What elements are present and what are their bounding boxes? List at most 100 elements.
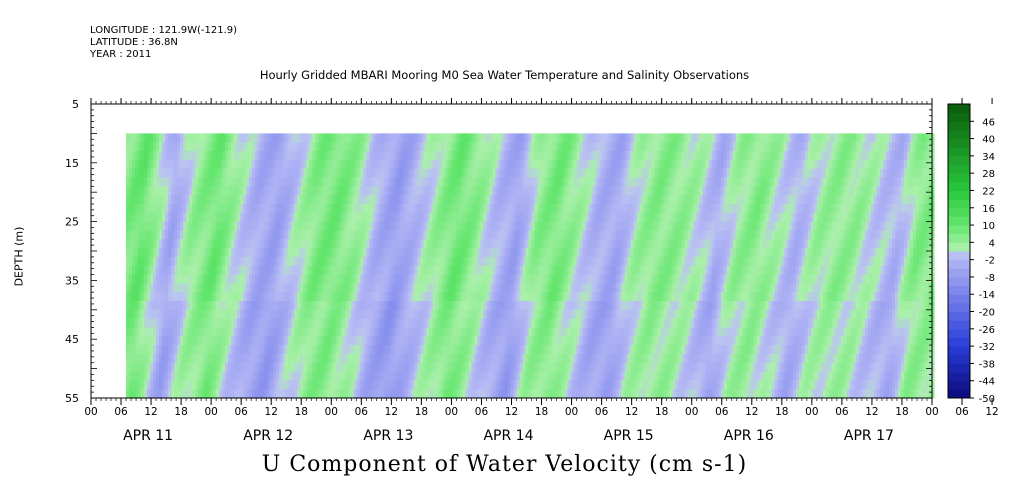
heatmap-cell xyxy=(558,371,563,381)
heatmap-cell xyxy=(267,300,271,311)
heatmap-cell xyxy=(357,274,361,284)
heatmap-cell xyxy=(549,142,554,152)
heatmap-cell xyxy=(579,371,584,381)
heatmap-cell xyxy=(195,371,199,381)
heatmap-cell xyxy=(579,265,584,276)
heatmap-cell xyxy=(351,212,355,223)
heatmap-cell xyxy=(252,177,256,187)
heatmap-cell xyxy=(474,168,479,179)
heatmap-cell xyxy=(261,212,265,223)
heatmap-cell xyxy=(450,309,455,320)
heatmap-cell xyxy=(285,212,289,223)
heatmap-cell xyxy=(534,353,539,364)
heatmap-cell xyxy=(318,318,322,329)
heatmap-cell xyxy=(321,168,325,179)
heatmap-cell xyxy=(315,336,319,346)
heatmap-cell xyxy=(576,327,581,337)
heatmap-cell xyxy=(228,300,232,311)
heatmap-cell xyxy=(531,133,536,143)
heatmap-cell xyxy=(390,309,394,320)
heatmap-cell xyxy=(429,177,433,187)
heatmap-cell xyxy=(261,221,265,232)
heatmap-cell xyxy=(162,327,166,337)
heatmap-cell xyxy=(333,336,337,346)
heatmap-cell xyxy=(153,380,157,390)
heatmap-cell xyxy=(531,389,536,399)
heatmap-cell xyxy=(423,256,427,267)
heatmap-cell xyxy=(303,353,307,364)
heatmap-cell xyxy=(186,186,190,196)
heatmap-cell xyxy=(483,142,488,152)
heatmap-cell xyxy=(303,292,307,302)
heatmap-cell xyxy=(324,274,328,284)
heatmap-cell xyxy=(348,380,352,390)
heatmap-cell xyxy=(612,248,617,258)
heatmap-cell xyxy=(249,186,253,196)
heatmap-cell xyxy=(474,371,479,381)
heatmap-cell xyxy=(213,186,217,196)
heatmap-cell xyxy=(162,292,166,302)
heatmap-cell xyxy=(594,212,599,223)
heatmap-cell xyxy=(582,133,587,143)
heatmap-cell xyxy=(363,239,367,249)
heatmap-cell xyxy=(348,142,352,152)
heatmap-cell xyxy=(273,186,277,196)
heatmap-cell xyxy=(225,203,229,214)
heatmap-cell xyxy=(621,265,626,276)
heatmap-cell xyxy=(252,353,256,364)
heatmap-cell xyxy=(375,239,379,249)
heatmap-cell xyxy=(477,345,482,355)
heatmap-cell xyxy=(495,353,500,364)
heatmap-cell xyxy=(213,203,217,214)
heatmap-cell xyxy=(399,362,403,373)
heatmap-cell xyxy=(543,309,548,320)
heatmap-cell xyxy=(219,221,223,232)
heatmap-cell xyxy=(486,300,491,311)
heatmap-cell xyxy=(525,318,530,329)
heatmap-cell xyxy=(360,256,364,267)
heatmap-cell xyxy=(504,177,509,187)
heatmap-cell xyxy=(129,362,133,373)
heatmap-cell xyxy=(246,327,250,337)
heatmap-cell xyxy=(381,159,385,170)
heatmap-cell xyxy=(183,151,187,161)
heatmap-cell xyxy=(543,327,548,337)
heatmap-cell xyxy=(354,177,358,187)
heatmap-cell xyxy=(516,292,521,302)
heatmap-cell xyxy=(273,265,277,276)
heatmap-cell xyxy=(177,327,181,337)
heatmap-cell xyxy=(180,142,184,152)
heatmap-cell xyxy=(591,327,596,337)
heatmap-cell xyxy=(624,221,629,232)
heatmap-cell xyxy=(147,345,151,355)
heatmap-cell xyxy=(477,274,482,284)
heatmap-cell xyxy=(375,309,379,320)
heatmap-cell xyxy=(129,274,133,284)
heatmap-cell xyxy=(552,380,557,390)
heatmap-cell xyxy=(552,203,557,214)
heatmap-cell xyxy=(402,345,406,355)
heatmap-cell xyxy=(522,336,527,346)
heatmap-cell xyxy=(549,203,554,214)
heatmap-cell xyxy=(261,292,265,302)
heatmap-cell xyxy=(399,142,403,152)
heatmap-cell xyxy=(516,195,521,205)
heatmap-cell xyxy=(225,274,229,284)
heatmap-cell xyxy=(552,389,557,399)
heatmap-cell xyxy=(429,362,433,373)
heatmap-cell xyxy=(327,336,331,346)
heatmap-cell xyxy=(513,248,518,258)
heatmap-cell xyxy=(447,371,452,381)
heatmap-cell xyxy=(303,300,307,311)
heatmap-cell xyxy=(330,345,334,355)
heatmap-cell xyxy=(417,309,421,320)
heatmap-cell xyxy=(375,186,379,196)
heatmap-cell xyxy=(150,371,154,381)
heatmap-cell xyxy=(402,230,406,240)
heatmap-cell xyxy=(330,389,334,399)
heatmap-cell xyxy=(183,133,187,143)
heatmap-cell xyxy=(162,212,166,223)
heatmap-cell xyxy=(459,168,464,179)
heatmap-cell xyxy=(303,362,307,373)
heatmap-cell xyxy=(528,327,533,337)
